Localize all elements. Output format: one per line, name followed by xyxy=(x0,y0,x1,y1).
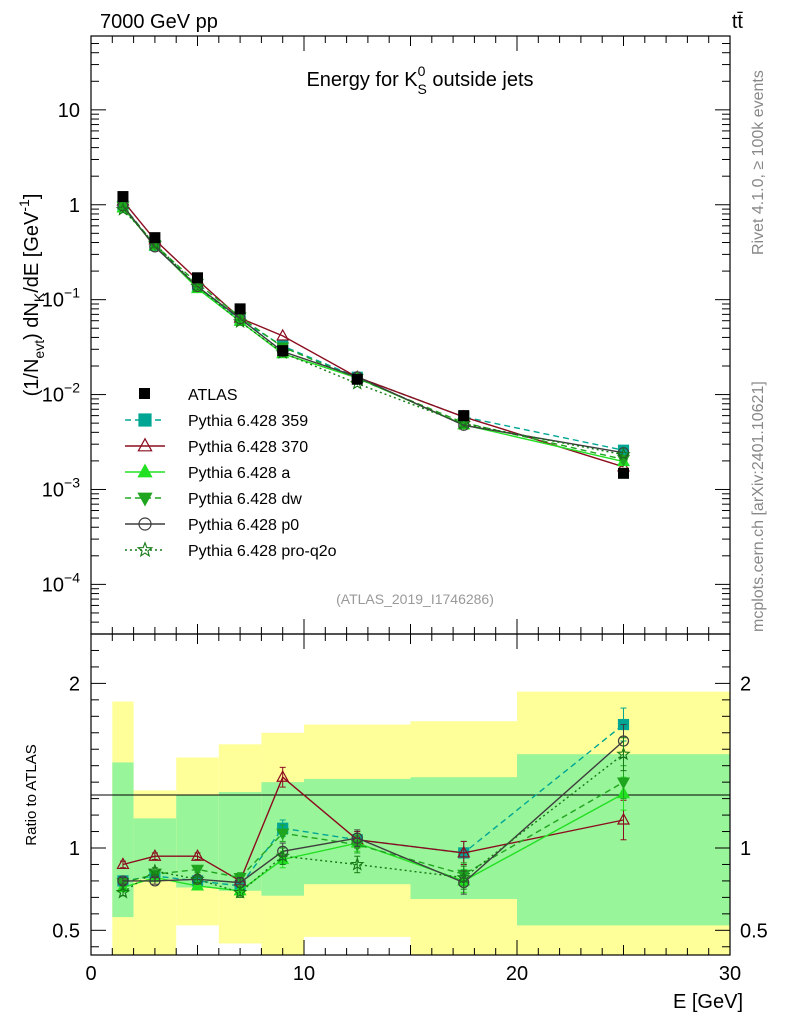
ratio-series-layer xyxy=(115,707,631,899)
ratio-y-tick-label-right: 0.5 xyxy=(740,920,768,942)
main-series-point xyxy=(276,328,290,341)
y-tick-label: 10−1 xyxy=(42,285,80,312)
y-tick-label: 10−4 xyxy=(42,569,80,596)
main-ticks: 10−4 10−3 10−2 10−1 1 10 xyxy=(42,35,731,635)
x-tick-label: 20 xyxy=(506,963,528,985)
main-panel: 10−4 10−3 10−2 10−1 1 10 Energy for K0 S outsi… xyxy=(16,35,731,635)
x-tick-label: 10 xyxy=(293,963,315,985)
ratio-series-point xyxy=(148,848,162,861)
ratio-series-point xyxy=(456,869,472,884)
x-tick-label: 0 xyxy=(85,963,96,985)
legend-label: Pythia 6.428 dw xyxy=(188,491,302,508)
ratio-series-point xyxy=(115,884,131,899)
main-series-line xyxy=(122,205,624,461)
ratio-series-point xyxy=(149,875,161,887)
ratio-series-line xyxy=(122,776,624,882)
ratio-series-point xyxy=(190,848,205,861)
data-point xyxy=(149,232,161,244)
legend-marker-atlas xyxy=(139,388,150,399)
ratio-panel: 0 10 20 30 0.5 0.5 1 1 2 2 Ratio to ATLAS E [GeV] xyxy=(23,633,768,1013)
ratio-series-point xyxy=(190,871,205,886)
main-series-point xyxy=(232,314,248,328)
main-series-point xyxy=(616,447,631,461)
legend: ATLAS Pythia 6.428 359 Pythia 6.428 370 Pyt… xyxy=(125,387,337,560)
ratio-series-point xyxy=(116,857,130,870)
data-point xyxy=(234,303,246,315)
y-tick-label: 10−3 xyxy=(42,474,80,501)
ratio-series-point xyxy=(147,863,163,878)
ratio-series-point xyxy=(349,856,365,871)
data-point xyxy=(192,272,203,284)
data-point xyxy=(277,345,289,357)
data-point xyxy=(117,191,129,203)
legend-label: Pythia 6.428 p0 xyxy=(188,517,299,534)
mcplots-label: mcplots.cern.ch [arXiv:2401.10621] xyxy=(750,381,767,632)
main-data-layer xyxy=(117,191,629,479)
x-tick-label: 30 xyxy=(719,963,741,985)
y-tick-label: 10−2 xyxy=(42,380,80,407)
ratio-series-point xyxy=(616,746,631,761)
ratio-series-point xyxy=(616,812,631,825)
ratio-series-line xyxy=(122,753,624,894)
process-label: tt̄ xyxy=(732,11,744,33)
legend-label: Pythia 6.428 359 xyxy=(188,413,308,430)
collision-label: 7000 GeV pp xyxy=(100,11,218,33)
main-series-line xyxy=(122,200,624,468)
analysis-tag: (ATLAS_2019_I1746286) xyxy=(336,591,494,607)
ratio-y-tick-label: 1 xyxy=(69,838,80,860)
legend-marker xyxy=(137,463,153,478)
main-series-layer xyxy=(115,193,631,472)
main-series-point xyxy=(115,201,131,216)
y-tick-label: 1 xyxy=(69,195,80,217)
y-axis-label: (1/Nevt) dNK/dE [GeV-1] xyxy=(16,194,47,397)
main-frame xyxy=(90,35,731,635)
ratio-series-point xyxy=(616,777,631,790)
legend-label: Pythia 6.428 370 xyxy=(188,439,308,456)
y-tick-label: 10 xyxy=(58,100,80,122)
x-axis-label: E [GeV] xyxy=(673,991,743,1013)
legend-label: Pythia 6.428 a xyxy=(188,465,290,482)
ratio-series-point xyxy=(190,864,205,877)
main-series-point xyxy=(456,416,472,431)
ratio-y-label: Ratio to ATLAS xyxy=(23,744,40,845)
chart-title: Energy for K0 S outside jets xyxy=(306,63,533,97)
ratio-series-point xyxy=(276,828,290,841)
legend-marker xyxy=(138,413,152,427)
ratio-y-tick-label-right: 1 xyxy=(740,838,751,860)
main-series-point xyxy=(190,278,205,293)
legend-marker xyxy=(137,437,153,452)
ratio-series-point xyxy=(276,769,290,782)
legend-label-atlas: ATLAS xyxy=(188,387,238,404)
legend-marker xyxy=(136,541,154,558)
main-series-line xyxy=(122,209,624,456)
legend-marker xyxy=(138,517,152,531)
ratio-series-line xyxy=(122,781,624,884)
data-point xyxy=(351,373,363,385)
rivet-label: Rivet 4.1.0, ≥ 100k events xyxy=(750,70,767,255)
uncertainty-bands xyxy=(112,691,730,955)
ratio-ticks: 0 10 20 30 0.5 0.5 1 1 2 2 xyxy=(52,634,768,985)
ratio-series-point xyxy=(351,832,363,844)
ratio-y-tick-label: 0.5 xyxy=(52,920,80,942)
ratio-y-tick-label: 2 xyxy=(69,673,80,695)
ratio-y-tick-label-right: 2 xyxy=(740,673,751,695)
ratio-series-point xyxy=(232,884,248,899)
data-point xyxy=(458,410,470,422)
ratio-series-point xyxy=(275,848,290,863)
data-point xyxy=(618,467,629,479)
legend-label: Pythia 6.428 pro-q2o xyxy=(188,543,337,560)
ratio-series-point xyxy=(457,845,471,858)
legend-marker xyxy=(137,492,153,507)
